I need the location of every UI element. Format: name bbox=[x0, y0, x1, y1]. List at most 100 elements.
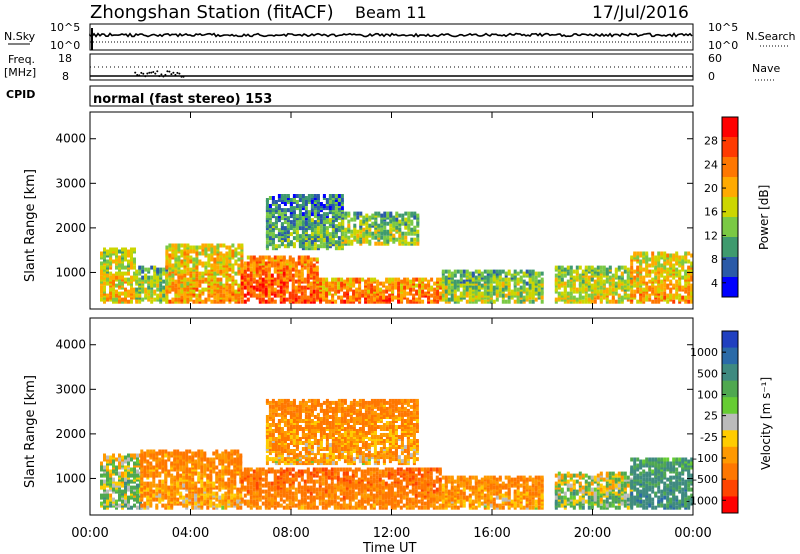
colorbar-swatch bbox=[722, 117, 738, 138]
power-data-cell-8 bbox=[301, 230, 305, 235]
power-data-cell-2 bbox=[204, 269, 208, 274]
power-data-cell-0 bbox=[130, 251, 133, 256]
freq-dot bbox=[138, 74, 141, 77]
power-data-cell-8 bbox=[304, 246, 308, 251]
vel-data-cell-2 bbox=[393, 483, 397, 488]
power-data-cell-5 bbox=[501, 269, 505, 274]
vel-data-cell-2 bbox=[390, 481, 394, 486]
power-data-cell-0 bbox=[133, 257, 136, 262]
vel-data-cell-2 bbox=[378, 505, 382, 510]
power-data-cell-9 bbox=[356, 233, 360, 238]
freq-dot bbox=[152, 71, 155, 73]
power-data-cell-8 bbox=[337, 228, 341, 233]
vel-data-cell-2 bbox=[342, 495, 346, 500]
power-data-cell-3 bbox=[267, 299, 271, 304]
power-data-cell-2 bbox=[204, 265, 208, 270]
vel-data-cell-1 bbox=[206, 487, 210, 492]
power-data-cell-9 bbox=[404, 217, 408, 222]
vel-data-cell-1 bbox=[227, 495, 231, 500]
vel-data-cell-0 bbox=[115, 465, 118, 470]
power-data-cell-7 bbox=[651, 277, 655, 282]
vel-data-cell-2 bbox=[399, 479, 403, 484]
vel-data-cell-2 bbox=[276, 475, 280, 480]
power-data-cell-9 bbox=[407, 211, 411, 216]
colorbar-tick-label: 20 bbox=[704, 182, 718, 195]
power-data-cell-9 bbox=[341, 221, 345, 226]
vel-data-cell-2 bbox=[324, 467, 328, 472]
vel-data-cell-1 bbox=[173, 475, 177, 480]
power-data-cell-7 bbox=[675, 267, 679, 272]
power-data-cell-8 bbox=[307, 198, 311, 202]
power-data-cell-4 bbox=[325, 277, 329, 282]
power-data-cell-6 bbox=[578, 281, 582, 286]
vel-data-cell-0 bbox=[130, 489, 133, 494]
power-data-cell-2 bbox=[222, 261, 226, 266]
power-data-cell-8 bbox=[286, 216, 290, 221]
power-data-cell-8 bbox=[310, 232, 314, 237]
vel-data-cell-2 bbox=[249, 481, 253, 486]
vel-data-cell-2 bbox=[384, 467, 388, 472]
power-data-cell-5 bbox=[516, 299, 520, 304]
power-data-cell-9 bbox=[395, 221, 399, 226]
power-data-cell-6 bbox=[578, 293, 582, 298]
power-data-cell-5 bbox=[507, 291, 511, 296]
power-data-cell-2 bbox=[216, 283, 220, 288]
power-data-cell-2 bbox=[189, 249, 193, 254]
power-data-cell-0 bbox=[133, 293, 136, 298]
power-data-cell-4 bbox=[343, 291, 347, 296]
vel-data-cell-1 bbox=[227, 463, 231, 468]
power-data-cell-8 bbox=[319, 234, 323, 239]
power-data-cell-8 bbox=[289, 232, 293, 237]
power-data-cell-7 bbox=[690, 261, 694, 266]
power-data-cell-5 bbox=[522, 299, 526, 304]
power-data-cell-2 bbox=[210, 263, 214, 268]
vel-data-cell-2 bbox=[378, 495, 382, 500]
vel-data-cell-1 bbox=[152, 483, 156, 488]
power-data-cell-2 bbox=[171, 281, 175, 286]
power-data-cell-4 bbox=[439, 277, 443, 282]
power-data-cell-2 bbox=[210, 265, 214, 270]
power-data-cell-2 bbox=[213, 295, 217, 300]
power-data-cell-5 bbox=[534, 275, 538, 280]
power-data-cell-4 bbox=[343, 299, 347, 304]
vel-data-cell-1 bbox=[233, 501, 237, 506]
power-data-cell-3 bbox=[246, 261, 250, 266]
power-data-cell-4 bbox=[340, 277, 344, 282]
vel-data-cell-1 bbox=[182, 495, 186, 500]
power-data-cell-9 bbox=[365, 217, 369, 222]
power-data-cell-0 bbox=[103, 247, 106, 252]
power-data-cell-7 bbox=[651, 289, 655, 294]
vel-data-cell-1 bbox=[227, 499, 231, 504]
power-data-cell-4 bbox=[364, 279, 368, 284]
vel-data-cell-1 bbox=[185, 505, 189, 510]
power-data-cell-2 bbox=[165, 295, 169, 300]
vel-data-cell-1 bbox=[167, 455, 171, 460]
vel-data-cell-2 bbox=[306, 495, 310, 500]
power-data-cell-5 bbox=[453, 289, 457, 294]
vel-data-cell-1 bbox=[203, 451, 207, 456]
power-data-cell-3 bbox=[273, 293, 277, 298]
vel-data-cell-1 bbox=[140, 453, 144, 458]
power-data-cell-4 bbox=[430, 285, 434, 290]
cpid-panel-frame bbox=[89, 85, 694, 107]
power-data-cell-9 bbox=[368, 231, 372, 236]
power-data-cell-5 bbox=[507, 277, 511, 282]
power-data-cell-2 bbox=[186, 277, 190, 282]
power-data-cell-0 bbox=[130, 247, 133, 252]
power-data-cell-2 bbox=[195, 299, 199, 304]
power-data-cell-7 bbox=[672, 275, 676, 280]
power-data-cell-3 bbox=[309, 299, 313, 304]
power-data-cell-4 bbox=[430, 277, 434, 282]
vel-data-cell-2 bbox=[303, 479, 307, 484]
power-data-cell-6 bbox=[554, 299, 558, 304]
beam-label: Beam 11 bbox=[355, 3, 427, 22]
power-data-cell-9 bbox=[341, 225, 345, 230]
power-data-cell-6 bbox=[584, 299, 588, 304]
power-data-cell-5 bbox=[489, 283, 493, 288]
freq-tick-top: 18 bbox=[58, 52, 72, 65]
vel-data-cell-1 bbox=[173, 485, 177, 490]
power-data-cell-5 bbox=[507, 281, 511, 286]
power-data-cell-5 bbox=[471, 285, 475, 290]
power-data-cell-9 bbox=[416, 221, 420, 226]
vel-data-cell-0 bbox=[103, 471, 106, 476]
